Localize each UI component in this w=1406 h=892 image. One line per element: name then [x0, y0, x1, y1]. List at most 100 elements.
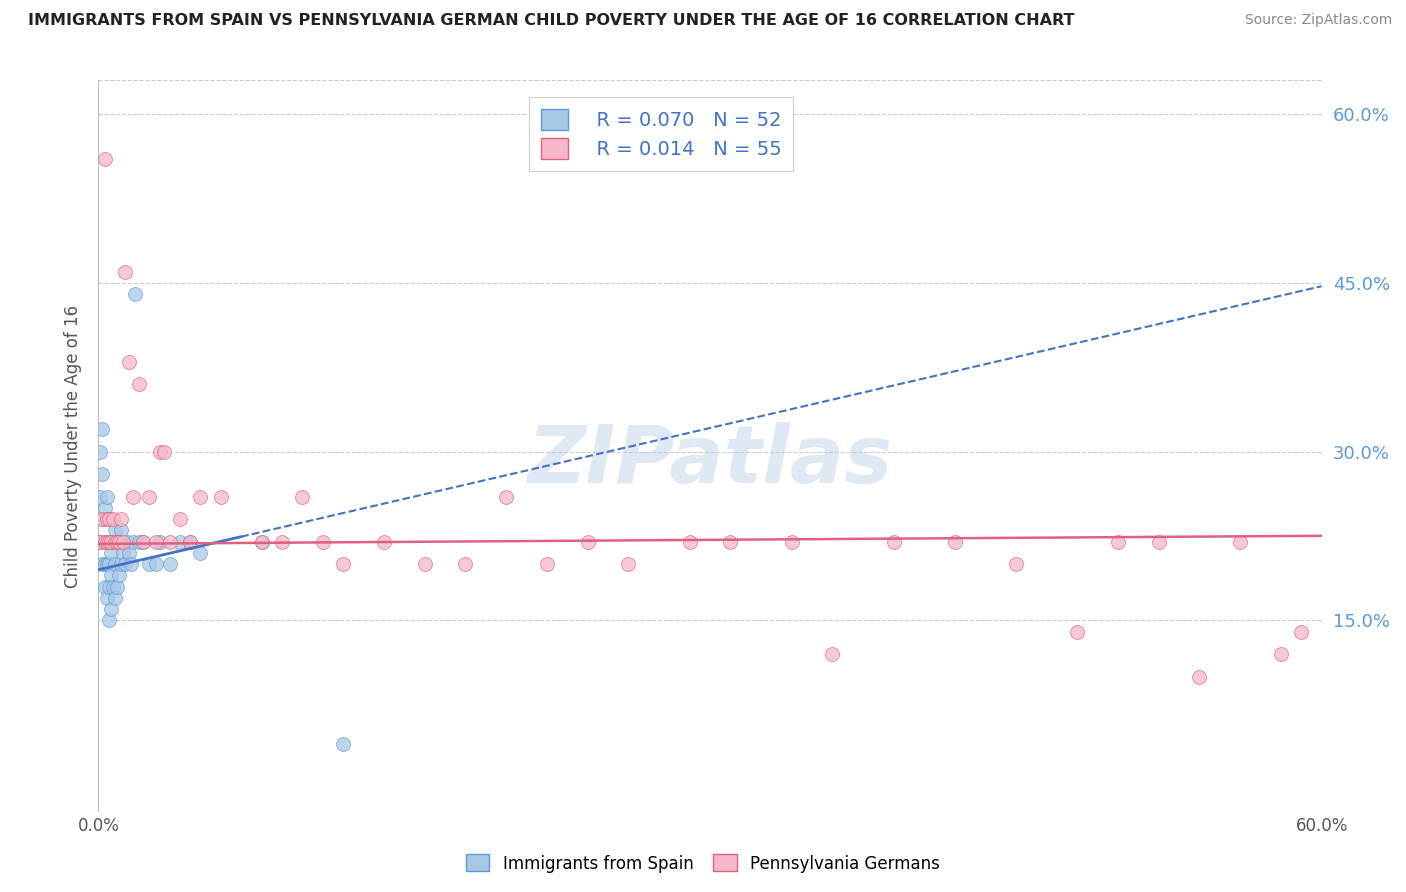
Point	[91, 557, 114, 571]
Point	[291, 490, 314, 504]
Point	[110, 524, 132, 538]
Point	[536, 557, 558, 571]
Point	[1270, 647, 1292, 661]
Point	[821, 647, 844, 661]
Point	[97, 512, 120, 526]
Point	[159, 557, 181, 571]
Point	[97, 534, 120, 549]
Point	[1229, 534, 1251, 549]
Point	[132, 534, 155, 549]
Point	[149, 534, 172, 549]
Point	[179, 534, 201, 549]
Point	[159, 534, 181, 549]
Point	[1188, 670, 1211, 684]
Point	[91, 467, 114, 482]
Point	[780, 534, 803, 549]
Point	[105, 534, 128, 549]
Point	[91, 512, 114, 526]
Point	[373, 534, 395, 549]
Point	[104, 524, 127, 538]
Point	[111, 546, 134, 560]
Point	[97, 557, 120, 571]
Point	[108, 568, 131, 582]
Point	[132, 534, 155, 549]
Point	[93, 534, 115, 549]
Point	[108, 534, 131, 549]
Point	[97, 614, 120, 628]
Text: ZIPatlas: ZIPatlas	[527, 422, 893, 500]
Point	[115, 534, 138, 549]
Point	[883, 534, 905, 549]
Point	[1291, 624, 1313, 639]
Point	[128, 534, 150, 549]
Point	[100, 602, 122, 616]
Point	[332, 737, 354, 751]
Point	[93, 580, 115, 594]
Point	[617, 557, 640, 571]
Point	[110, 557, 132, 571]
Point	[89, 444, 111, 458]
Point	[93, 500, 115, 515]
Point	[250, 534, 273, 549]
Point	[1004, 557, 1026, 571]
Point	[104, 591, 127, 605]
Point	[105, 534, 128, 549]
Point	[495, 490, 517, 504]
Point	[101, 512, 124, 526]
Point	[1107, 534, 1129, 549]
Point	[188, 546, 212, 560]
Point	[312, 534, 335, 549]
Point	[97, 512, 120, 526]
Point	[96, 557, 118, 571]
Point	[97, 534, 120, 549]
Point	[122, 534, 145, 549]
Point	[93, 152, 115, 166]
Point	[209, 490, 232, 504]
Point	[118, 354, 141, 368]
Point	[96, 490, 118, 504]
Point	[100, 568, 122, 582]
Point	[138, 490, 160, 504]
Point	[89, 490, 111, 504]
Point	[576, 534, 599, 549]
Text: IMMIGRANTS FROM SPAIN VS PENNSYLVANIA GERMAN CHILD POVERTY UNDER THE AGE OF 16 C: IMMIGRANTS FROM SPAIN VS PENNSYLVANIA GE…	[28, 13, 1074, 29]
Point	[720, 534, 742, 549]
Point	[138, 557, 160, 571]
Point	[96, 512, 118, 526]
Point	[1147, 534, 1170, 549]
Point	[188, 490, 212, 504]
Point	[93, 557, 115, 571]
Point	[332, 557, 354, 571]
Point	[120, 557, 142, 571]
Point	[179, 534, 201, 549]
Point	[145, 557, 167, 571]
Point	[124, 287, 146, 301]
Point	[96, 534, 118, 549]
Legend: Immigrants from Spain, Pennsylvania Germans: Immigrants from Spain, Pennsylvania Germ…	[460, 847, 946, 880]
Point	[122, 490, 145, 504]
Point	[89, 534, 111, 549]
Point	[169, 512, 191, 526]
Point	[1066, 624, 1088, 639]
Point	[104, 534, 127, 549]
Point	[114, 264, 136, 278]
Point	[104, 557, 127, 571]
Point	[169, 534, 191, 549]
Point	[111, 534, 134, 549]
Point	[89, 534, 111, 549]
Point	[145, 534, 167, 549]
Y-axis label: Child Poverty Under the Age of 16: Child Poverty Under the Age of 16	[65, 304, 83, 588]
Point	[93, 534, 115, 549]
Point	[100, 534, 122, 549]
Point	[128, 377, 150, 392]
Point	[149, 444, 172, 458]
Point	[105, 580, 128, 594]
Point	[679, 534, 702, 549]
Point	[270, 534, 294, 549]
Point	[110, 512, 132, 526]
Point	[91, 512, 114, 526]
Point	[152, 444, 174, 458]
Point	[108, 534, 131, 549]
Point	[100, 546, 122, 560]
Point	[250, 534, 273, 549]
